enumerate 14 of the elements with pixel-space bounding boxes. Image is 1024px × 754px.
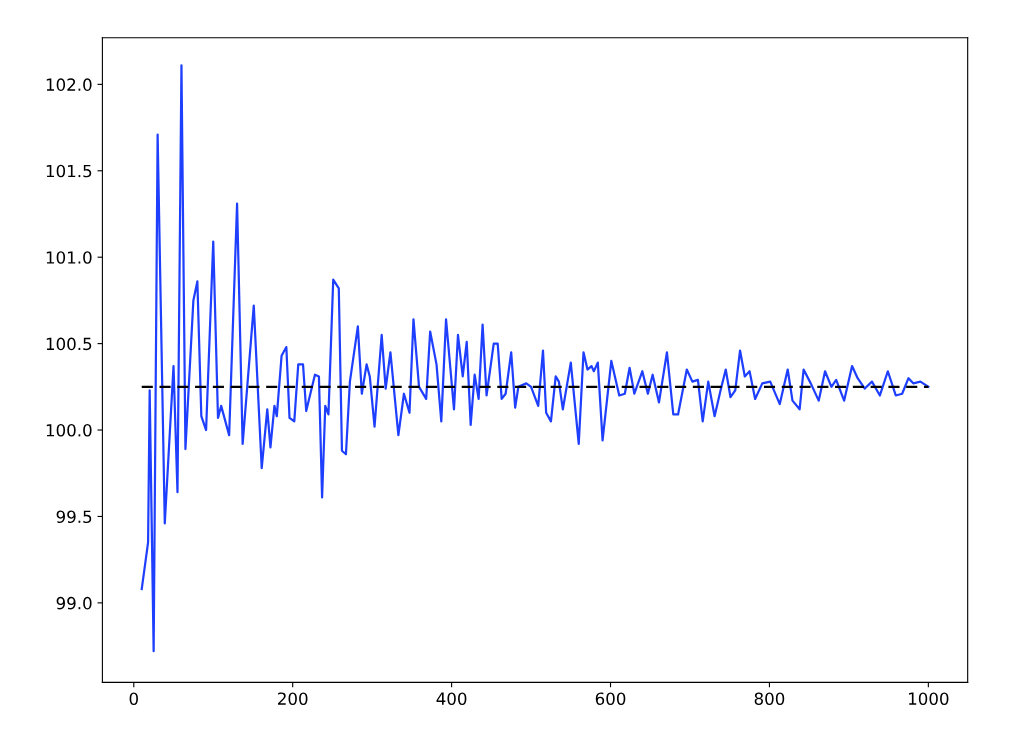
y-tick-label: 100.0 (46, 423, 92, 437)
x-tick-label: 400 (436, 692, 467, 705)
x-tick-label: 800 (754, 692, 785, 705)
y-tick-label: 101.0 (46, 251, 92, 264)
y-tick-label: 99.0 (56, 596, 92, 610)
y-tick-label: 99.5 (56, 510, 92, 524)
y-tick-label: 100.5 (46, 337, 92, 351)
x-tick-label: 200 (278, 692, 308, 705)
x-tick-label: 0 (129, 692, 138, 705)
x-tick-label: 600 (595, 692, 626, 705)
y-tick-label: 102.0 (46, 78, 92, 91)
x-tick-label: 1000 (908, 692, 949, 705)
y-tick-label: 101.5 (46, 164, 92, 178)
line-series (140, 64, 930, 653)
